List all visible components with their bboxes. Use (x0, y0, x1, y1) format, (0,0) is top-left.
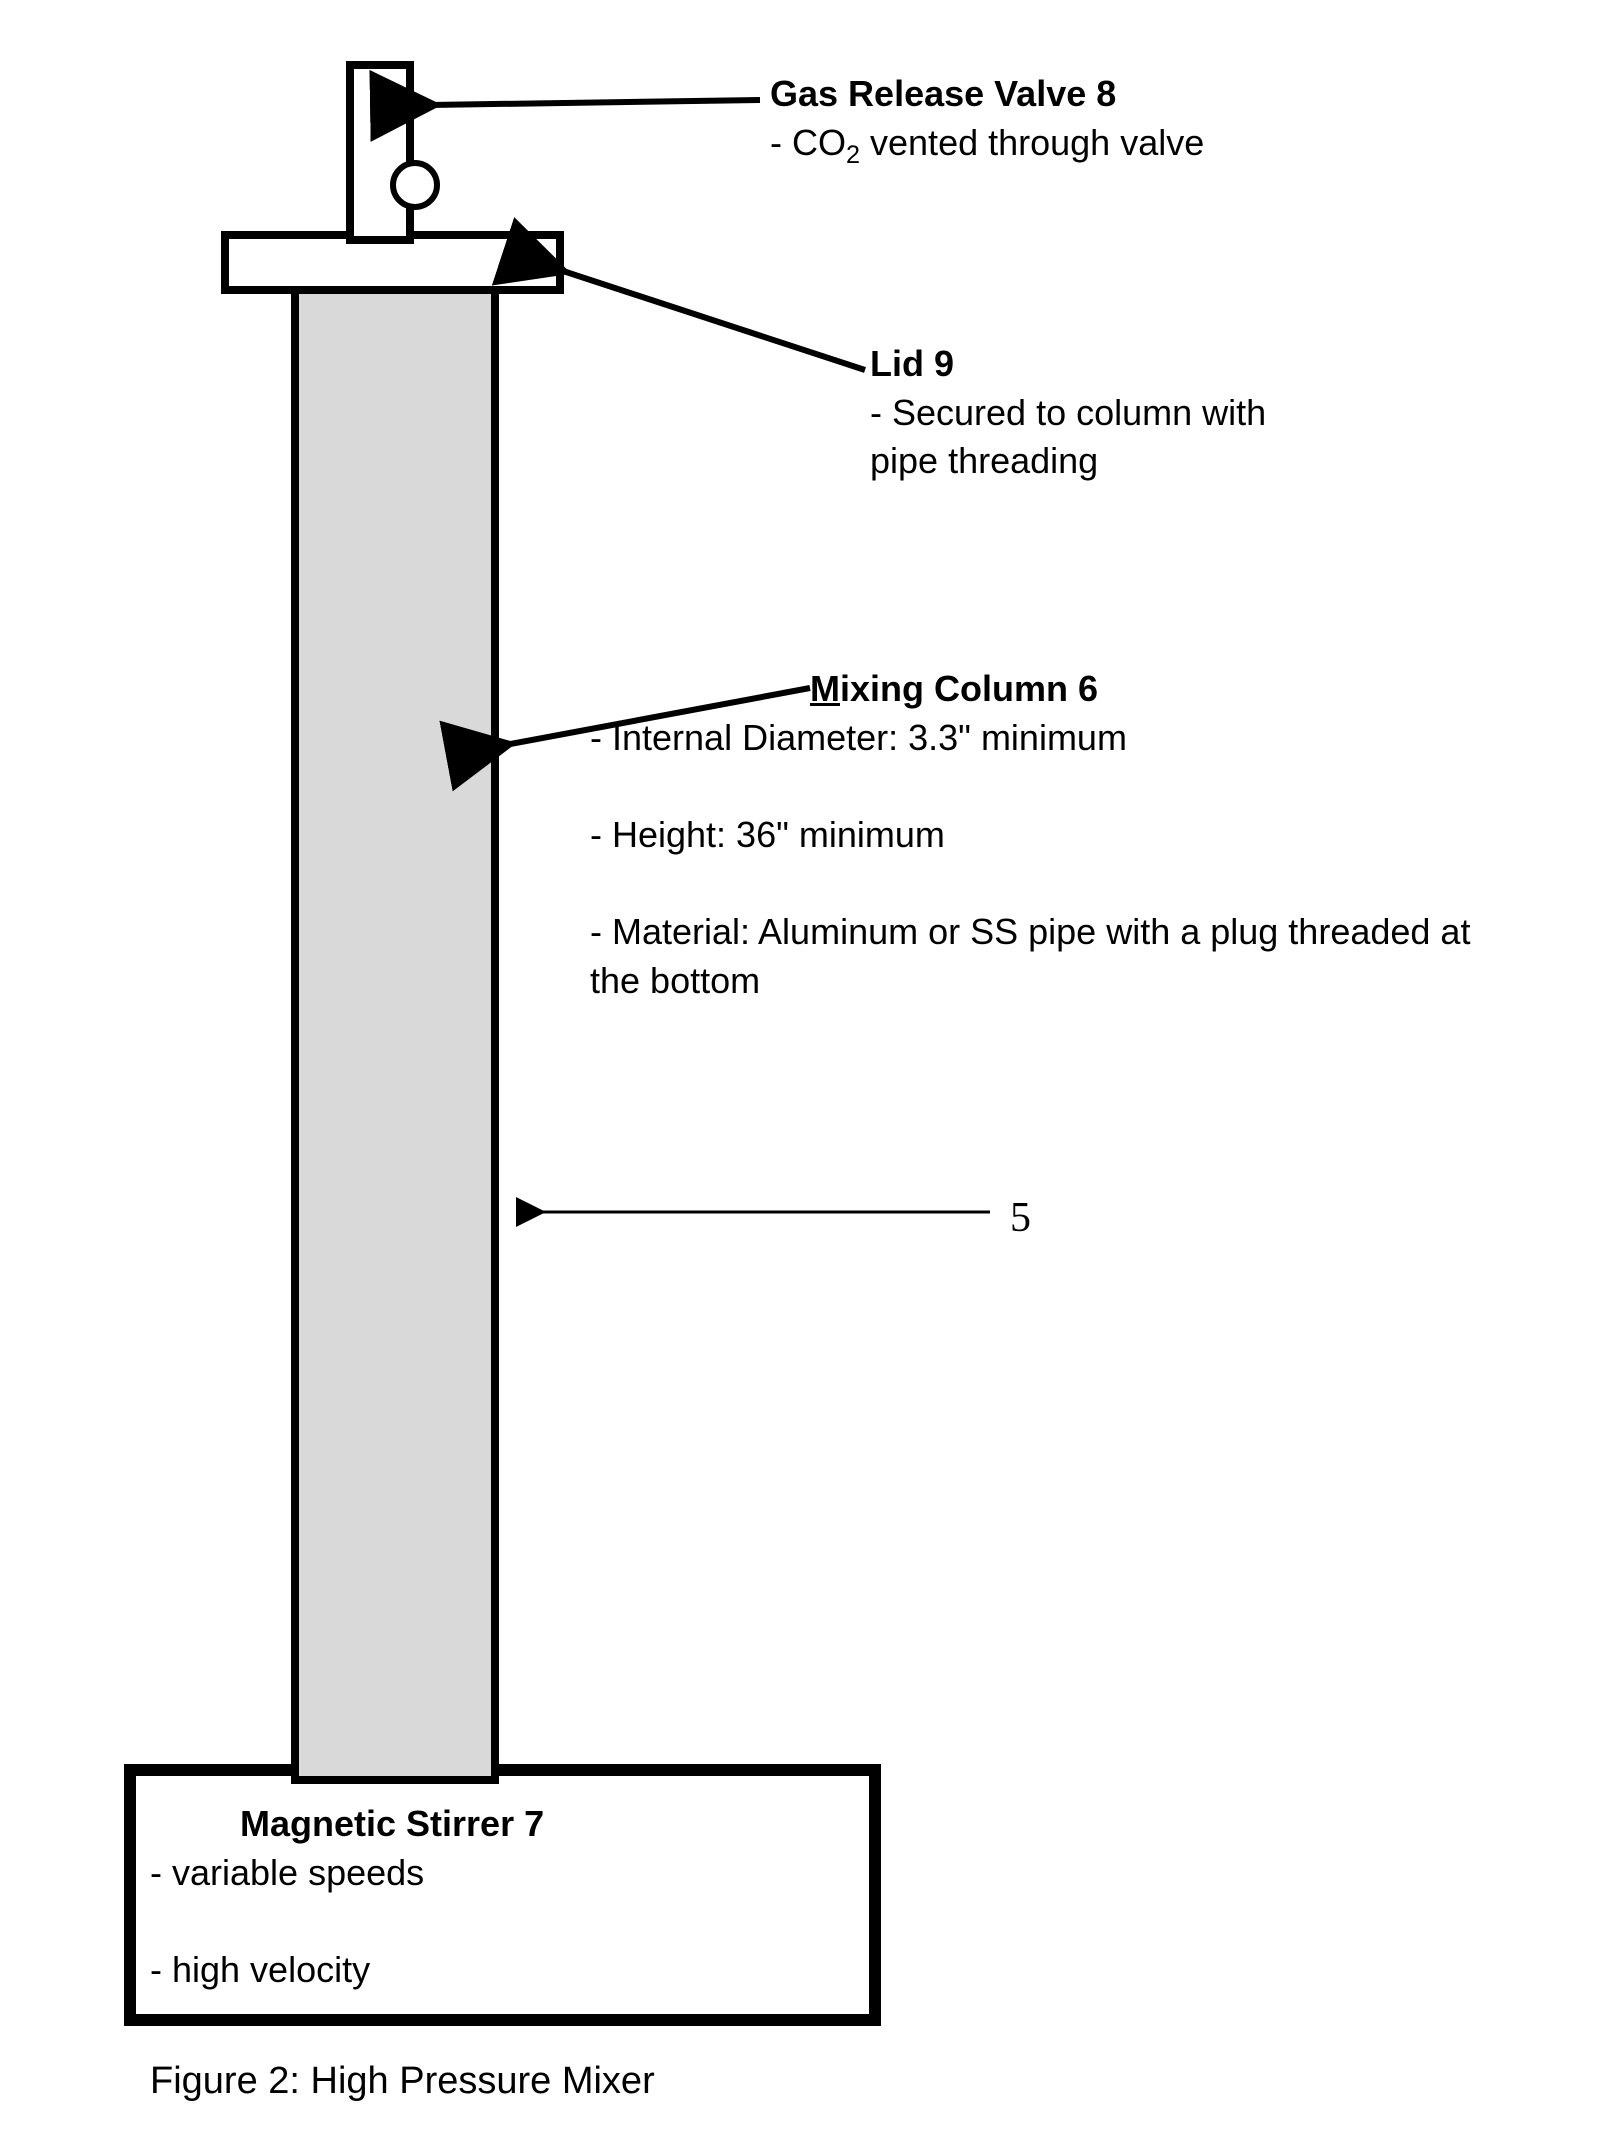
column-item-1: - Height: 36" minimum (590, 814, 945, 855)
figure-caption: Figure 2: High Pressure Mixer (150, 2060, 655, 2103)
stirrer-title: Magnetic Stirrer 7 (240, 1803, 544, 1844)
column-item-0: - Internal Diameter: 3.3" minimum (590, 717, 1127, 758)
arrow-valve (430, 100, 760, 105)
label-gas-release-valve: Gas Release Valve 8 - CO2 vented through… (770, 70, 1420, 172)
label-ref-5: 5 (1010, 1190, 1031, 1247)
mixing-column-shape (295, 280, 495, 1780)
valve-knob-shape (393, 163, 437, 207)
label-magnetic-stirrer: Magnetic Stirrer 7 - variable speeds - h… (150, 1800, 850, 1994)
column-title: Mixing Column 6 (810, 668, 1098, 709)
lid-sub2: pipe threading (870, 440, 1098, 481)
label-lid: Lid 9 - Secured to column with pipe thre… (870, 340, 1470, 486)
stirrer-sub1: - variable speeds (150, 1852, 424, 1893)
stirrer-sub2: - high velocity (150, 1949, 370, 1990)
figure-canvas: Gas Release Valve 8 - CO2 vented through… (0, 0, 1612, 2134)
column-item-2: - Material: Aluminum or SS pipe with a p… (590, 911, 1470, 1001)
arrow-lid (560, 270, 865, 370)
label-mixing-column: Mixing Column 6 - Internal Diameter: 3.3… (590, 665, 1490, 1005)
ref5-text: 5 (1010, 1195, 1031, 1241)
lid-title: Lid 9 (870, 343, 954, 384)
valve-sub: - CO2 vented through valve (770, 122, 1204, 163)
valve-tube-shape (350, 65, 410, 240)
lid-sub1: - Secured to column with (870, 392, 1266, 433)
valve-title: Gas Release Valve 8 (770, 73, 1116, 114)
